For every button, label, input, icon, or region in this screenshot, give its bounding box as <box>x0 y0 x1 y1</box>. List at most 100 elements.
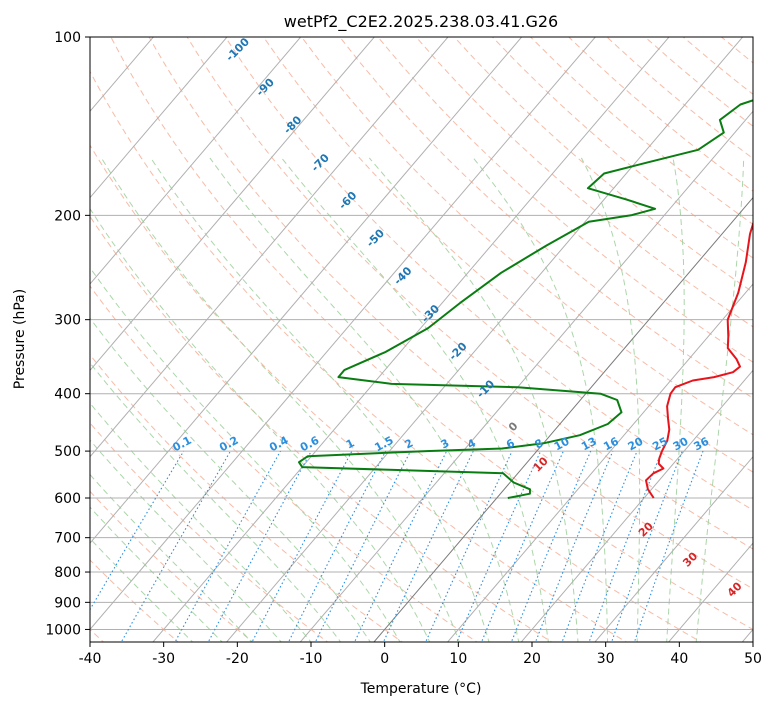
x-tick-label: 40 <box>670 651 688 667</box>
moist-adiabat <box>368 157 579 642</box>
pressure-gridlines <box>90 37 753 630</box>
x-tick-label: 50 <box>744 651 762 667</box>
chart-title: wetPf2_C2E2.2025.238.03.41.G26 <box>284 12 558 32</box>
isotherm-line <box>520 369 753 642</box>
y-axis-ticks: 1000 900 800 700 600 500 400 300 200 100 <box>45 30 90 638</box>
x-tick-label: -40 <box>79 651 102 667</box>
x-tick-label: 30 <box>597 651 615 667</box>
dry-adiabat <box>90 144 628 642</box>
dry-adiabat <box>110 37 753 631</box>
moist-adiabat <box>90 402 312 642</box>
mixing-ratio-label: 13 <box>579 435 599 454</box>
isotherm-label: -50 <box>364 226 387 249</box>
dry-adiabat <box>453 37 753 293</box>
mixing-ratio-line <box>251 450 353 642</box>
moist-adiabat <box>209 157 520 642</box>
dry-adiabat <box>760 37 775 644</box>
mixing-ratio-line <box>90 450 185 611</box>
dry-adiabat <box>492 37 753 259</box>
mixing-ratio-line <box>353 450 448 642</box>
x-tick-label: -20 <box>226 651 249 667</box>
isotherm-label: 20 <box>636 519 656 539</box>
moist-adiabat <box>150 157 490 642</box>
dry-adiabats <box>90 37 775 644</box>
x-tick-label: 0 <box>380 651 389 667</box>
x-tick-label: 20 <box>523 651 541 667</box>
moist-adiabat <box>90 473 253 642</box>
mixing-ratio-label: 20 <box>626 435 646 454</box>
x-tick-label: 10 <box>449 651 467 667</box>
isotherm-line <box>299 110 753 642</box>
mixing-ratio-label: 1 <box>344 436 357 451</box>
mixing-ratio-line <box>588 450 663 642</box>
moist-adiabat <box>90 362 342 642</box>
mixing-ratio-line <box>382 450 474 642</box>
dewpoint-profile <box>298 99 753 499</box>
y-tick-label: 500 <box>54 444 81 460</box>
dry-adiabat <box>90 353 404 642</box>
moist-adiabat <box>90 317 371 642</box>
temperature-profile <box>645 220 753 499</box>
mixing-ratio-line <box>510 450 592 642</box>
isotherm-line <box>90 37 376 372</box>
moist-adiabat <box>281 157 549 642</box>
isotherm-label: -100 <box>223 35 252 64</box>
isotherm-line <box>446 283 753 642</box>
mixing-ratio-label: 2 <box>402 436 415 451</box>
isotherm-line <box>594 455 753 642</box>
x-axis-label: Temperature (°C) <box>360 681 482 697</box>
mixing-ratio-line <box>561 450 638 642</box>
mixing-ratio-line <box>287 450 387 642</box>
isotherm-line <box>90 37 597 631</box>
dry-adiabat <box>148 37 753 590</box>
moist-adiabat <box>580 157 641 642</box>
moist-adiabat <box>695 157 745 642</box>
mixing-ratio-label: 6 <box>504 436 517 451</box>
isotherm-label: -80 <box>281 113 304 136</box>
dry-adiabat <box>377 37 753 363</box>
dry-adiabat <box>721 37 753 64</box>
moist-adiabats <box>90 157 745 642</box>
y-tick-label: 700 <box>54 531 81 547</box>
y-tick-label: 1000 <box>45 622 81 638</box>
mixing-ratio-line <box>611 450 683 642</box>
mixing-ratio-line <box>207 450 312 642</box>
mixing-ratio-label: 30 <box>671 435 691 454</box>
isotherm-label: 40 <box>725 579 745 599</box>
y-tick-label: 100 <box>54 30 81 46</box>
isotherm-line <box>225 37 744 642</box>
isotherm-label: -10 <box>474 377 497 400</box>
isotherm-line <box>90 37 449 458</box>
dry-adiabat <box>415 37 753 328</box>
dry-adiabat <box>224 37 753 511</box>
y-tick-label: 300 <box>54 313 81 329</box>
plot-area <box>90 37 775 644</box>
mixing-ratio-line <box>481 450 564 642</box>
mixing-ratio-label: 3 <box>439 436 452 451</box>
mixing-ratio-label: 10 <box>552 435 572 454</box>
mixing-ratio-label: 36 <box>692 435 712 454</box>
y-axis-label: Pressure (hPa) <box>12 289 28 389</box>
mixing-ratio-label: 25 <box>650 435 670 454</box>
y-tick-label: 200 <box>54 208 81 224</box>
isotherm-line <box>90 37 228 199</box>
plot-frame <box>89 36 754 643</box>
isotherm-label: 10 <box>531 454 551 474</box>
dry-adiabat <box>90 70 703 642</box>
isotherm-label: -60 <box>336 189 359 212</box>
isotherm-label: 0 <box>506 419 521 434</box>
skewed-isotherms <box>90 37 753 642</box>
moist-adiabat <box>100 157 460 642</box>
isotherm-label: -90 <box>254 75 277 98</box>
moist-adiabat <box>90 537 194 642</box>
mixing-ratio-line <box>174 450 281 642</box>
y-tick-label: 400 <box>54 387 81 403</box>
x-axis-ticks: -40 -30 -20 -10 0 10 20 30 40 50 <box>79 642 762 667</box>
mixing-ratio-labels: 0.1 0.2 0.4 0.6 1 1.5 2 3 4 6 8 10 13 16 20 25 30 36 <box>170 434 711 455</box>
isotherm-label: -30 <box>419 302 442 325</box>
mixing-ratio-lines <box>90 450 704 642</box>
isotherm-line <box>90 37 302 285</box>
moist-adiabat <box>90 506 223 642</box>
